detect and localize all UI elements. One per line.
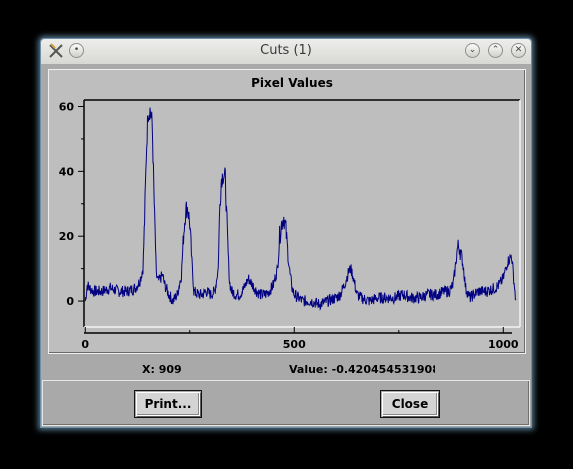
close-button[interactable]: Close <box>380 390 440 418</box>
minimize-button[interactable]: ⌄ <box>465 43 480 58</box>
y-tick-label-20: 20 <box>59 230 75 243</box>
y-tick-label-60: 60 <box>59 100 75 113</box>
minimize-icon: ⌄ <box>468 45 477 55</box>
cuts-window: • Cuts (1) ⌄ ⌃ ✕ Pixel Values 0 500 1000 0 2… <box>40 38 532 428</box>
x-tick-label-1000: 1000 <box>488 338 519 351</box>
chart-title: Pixel Values <box>251 76 333 90</box>
close-window-button[interactable]: ✕ <box>511 43 526 58</box>
maximize-button[interactable]: ⌃ <box>488 43 503 58</box>
x-tick-label-0: 0 <box>81 338 89 351</box>
app-icon[interactable] <box>47 42 65 60</box>
window-menu-icon: • <box>73 45 80 55</box>
title-bar[interactable]: • Cuts (1) ⌄ ⌃ ✕ <box>41 39 531 65</box>
y-tick-label-0: 0 <box>66 295 74 308</box>
window-title: Cuts (1) <box>260 43 312 58</box>
y-tick-label-40: 40 <box>59 165 75 178</box>
pixel-values-series-line <box>84 107 517 311</box>
button-panel: Print... Close <box>42 380 530 426</box>
pixel-values-chart[interactable]: Pixel Values 0 500 1000 0 20 40 60 <box>49 70 525 353</box>
window-menu-button[interactable]: • <box>69 43 84 58</box>
x-tick-label-500: 500 <box>283 338 306 351</box>
print-button[interactable]: Print... <box>134 390 202 418</box>
close-icon: ✕ <box>514 45 523 55</box>
value-readout: Value: -0.42045453190​8( <box>289 363 435 376</box>
plot-panel[interactable]: Pixel Values 0 500 1000 0 20 40 60 <box>48 69 526 354</box>
maximize-icon: ⌃ <box>491 45 500 55</box>
x-readout: X: 909 <box>142 363 182 376</box>
